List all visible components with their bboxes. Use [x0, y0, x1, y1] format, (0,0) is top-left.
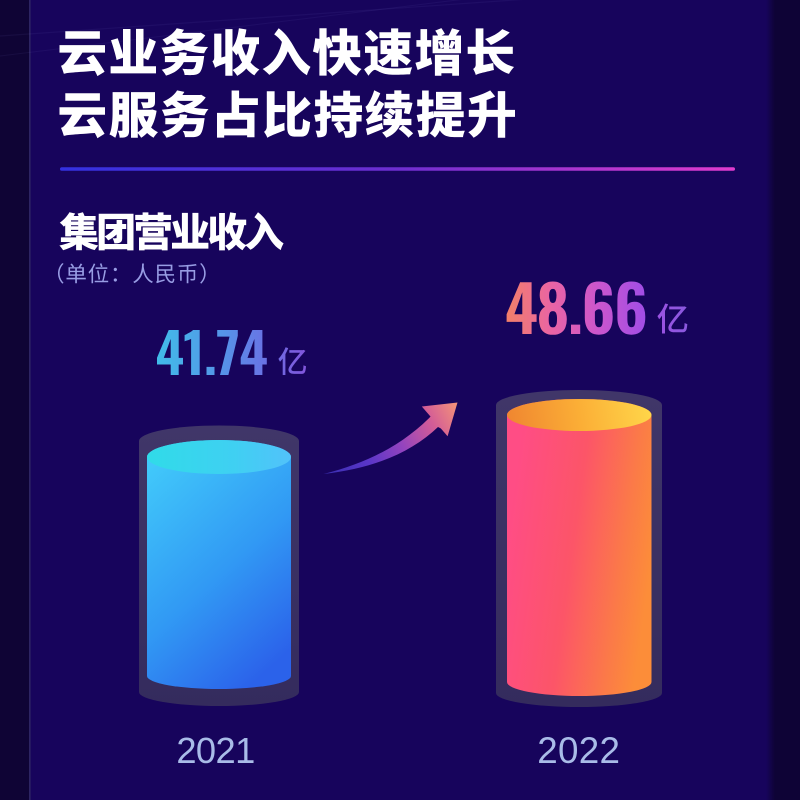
svg-text:2021: 2021	[176, 730, 254, 771]
svg-text:2022: 2022	[537, 730, 620, 771]
